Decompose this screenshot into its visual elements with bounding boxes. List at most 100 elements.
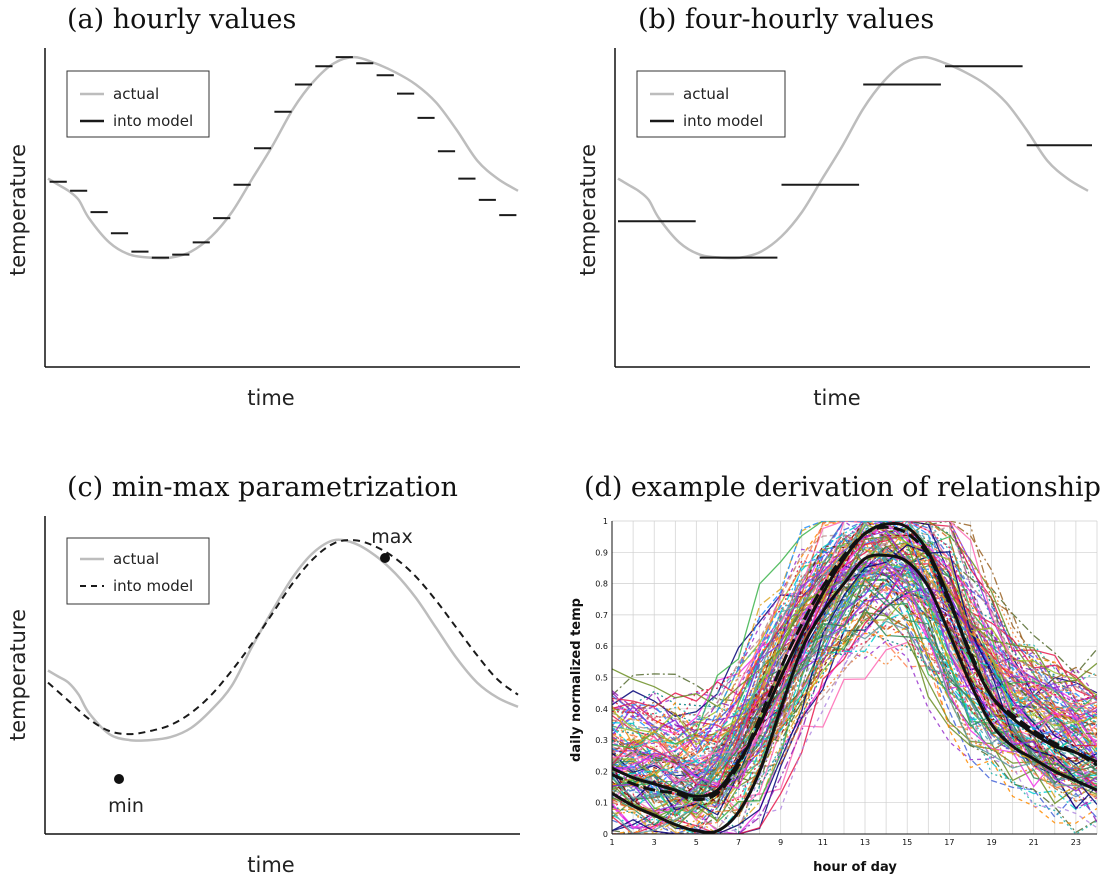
station-curve: [612, 620, 1097, 799]
y-tick-label: 0.2: [595, 767, 608, 776]
station-curve: [612, 521, 1097, 834]
y-tick-label: 1: [603, 517, 608, 526]
station-curve: [612, 521, 1097, 719]
x-tick-label: 5: [694, 838, 699, 847]
caption-b: (b) four-hourly values: [638, 4, 934, 35]
station-curve: [612, 611, 1097, 819]
x-tick-label: 9: [778, 838, 783, 847]
station-curve: [612, 521, 1097, 742]
legend-c: actual into model: [66, 537, 210, 605]
station-curve: [612, 521, 1097, 749]
caption-c: (c) min-max parametrization: [67, 472, 458, 503]
legend-label-model: into model: [113, 577, 193, 595]
panel-b: (b) four-hourly values temperature time …: [576, 4, 1092, 410]
plot-c: [47, 538, 519, 742]
station-curve: [612, 568, 1097, 756]
station-curve: [612, 521, 1097, 772]
caption-d: (d) example derivation of relationship: [584, 472, 1101, 503]
x-tick-label: 1: [609, 838, 614, 847]
y-tick-label: 0.8: [595, 580, 608, 589]
ylabel-d: daily normalized temp: [569, 598, 584, 762]
x-tick-label: 7: [736, 838, 741, 847]
station-curve: [612, 529, 1097, 764]
station-curve: [612, 610, 1097, 781]
station-curve: [612, 533, 1097, 788]
min-marker: [114, 774, 124, 784]
station-curve: [612, 582, 1097, 810]
xlabel-c: time: [247, 853, 294, 877]
station-curve: [612, 526, 1097, 702]
actual-line: [617, 55, 1089, 260]
y-tick-label: 0.4: [595, 705, 608, 714]
station-curve: [612, 521, 1097, 784]
x-tick-label: 11: [818, 838, 828, 847]
ylabel-c: temperature: [6, 609, 30, 741]
legend-a: actual into model: [66, 70, 210, 138]
y-tick-label: 0.9: [595, 548, 608, 557]
max-label: max: [371, 526, 412, 548]
station-curve: [612, 521, 1097, 756]
station-curve: [612, 561, 1097, 746]
station-curve: [612, 536, 1097, 708]
x-tick-label: 15: [902, 838, 912, 847]
station-curve: [612, 521, 1097, 748]
plot-b: [617, 55, 1092, 260]
y-tick-label: 0.1: [595, 799, 608, 808]
xlabel-d: hour of day: [813, 860, 897, 875]
station-curve: [612, 521, 1097, 790]
station-curve: [612, 534, 1097, 740]
x-tick-label: 13: [860, 838, 870, 847]
legend-label-actual: actual: [113, 85, 159, 103]
plot-a: [47, 55, 519, 260]
station-curve: [612, 588, 1097, 783]
station-curve: [612, 548, 1097, 721]
y-tick-label: 0: [603, 830, 608, 839]
x-tick-label: 17: [944, 838, 954, 847]
ylabel-b: temperature: [576, 144, 600, 276]
ticks-d: 00.10.20.30.40.50.60.70.80.911 3 5 7 9 11 13 15…: [595, 517, 1081, 847]
legend-label-actual: actual: [683, 85, 729, 103]
station-curve: [612, 553, 1097, 746]
fitted-curve: [612, 553, 1097, 834]
xlabel-b: time: [813, 386, 860, 410]
x-tick-label: 21: [1029, 838, 1039, 847]
fitted-curves: [612, 521, 1097, 834]
panel-c: (c) min-max parametrization temperature …: [6, 472, 520, 877]
panel-d: (d) example derivation of relationship 0…: [569, 472, 1101, 875]
x-tick-label: 19: [987, 838, 997, 847]
station-curve: [612, 526, 1097, 747]
station-curve: [612, 525, 1097, 762]
station-curve: [612, 544, 1097, 834]
fitted-curve: [612, 525, 1097, 802]
station-curve: [612, 597, 1097, 758]
station-curve: [612, 522, 1097, 790]
min-label: min: [108, 795, 144, 817]
y-tick-label: 0.6: [595, 642, 608, 651]
legend-label-model: into model: [113, 112, 193, 130]
station-curve: [612, 521, 1097, 722]
station-curve: [612, 561, 1097, 829]
y-tick-label: 0.7: [595, 611, 608, 620]
legend-b: actual into model: [636, 70, 786, 138]
legend-label-actual: actual: [113, 550, 159, 568]
station-curve: [612, 532, 1097, 810]
station-curve: [612, 567, 1097, 834]
x-tick-label: 3: [652, 838, 657, 847]
model-dashed-line: [47, 539, 519, 736]
station-curve: [612, 521, 1097, 773]
max-marker: [380, 553, 390, 563]
station-curve: [612, 529, 1097, 734]
station-curve: [612, 521, 1097, 770]
station-curves: [612, 521, 1097, 834]
x-tick-label: 23: [1071, 838, 1081, 847]
caption-a: (a) hourly values: [67, 4, 296, 35]
y-tick-label: 0.3: [595, 736, 608, 745]
station-curve: [612, 521, 1097, 763]
station-curve: [612, 610, 1097, 791]
xlabel-a: time: [247, 386, 294, 410]
station-curve: [612, 539, 1097, 834]
ylabel-a: temperature: [6, 144, 30, 276]
station-curve: [612, 521, 1097, 774]
station-curve: [612, 642, 1097, 801]
